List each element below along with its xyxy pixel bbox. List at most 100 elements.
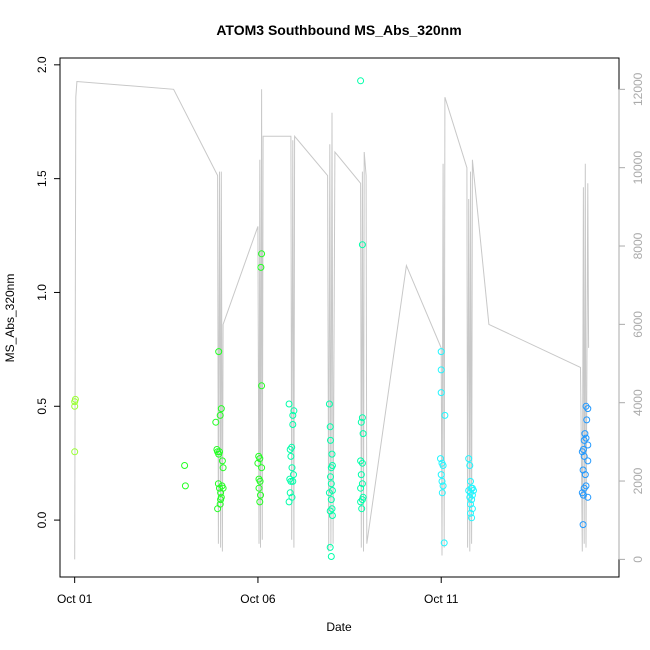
data-point bbox=[441, 411, 449, 419]
data-point bbox=[71, 395, 79, 403]
data-point bbox=[584, 457, 592, 465]
data-point bbox=[71, 402, 79, 410]
data-point bbox=[217, 405, 225, 413]
data-point bbox=[468, 505, 476, 513]
y2-tick-label: 0 bbox=[631, 556, 645, 563]
data-point bbox=[219, 464, 227, 472]
data-point bbox=[580, 452, 588, 460]
data-point bbox=[327, 473, 334, 481]
y2-tick-label: 2000 bbox=[631, 467, 645, 494]
data-point bbox=[214, 480, 222, 488]
data-point bbox=[290, 407, 298, 415]
data-point bbox=[181, 462, 189, 469]
data-point bbox=[358, 505, 366, 513]
data-point bbox=[582, 402, 590, 410]
data-point bbox=[287, 477, 295, 485]
points-layer bbox=[71, 77, 592, 560]
y-tick-label: 0.0 bbox=[35, 511, 49, 528]
data-point bbox=[466, 462, 474, 469]
data-point bbox=[439, 462, 447, 469]
data-point bbox=[257, 491, 264, 499]
data-point bbox=[466, 493, 474, 501]
data-point bbox=[467, 477, 474, 485]
data-point bbox=[290, 471, 297, 479]
y2-tick-label: 4000 bbox=[631, 389, 645, 416]
data-point bbox=[215, 348, 223, 356]
y-tick-label: 1.0 bbox=[35, 284, 49, 301]
data-point bbox=[465, 487, 473, 494]
data-point bbox=[258, 250, 266, 258]
data-point bbox=[286, 489, 294, 497]
data-point bbox=[358, 496, 366, 504]
data-point bbox=[328, 462, 336, 469]
data-point bbox=[257, 263, 265, 271]
data-point bbox=[289, 477, 297, 485]
y2-tick-label: 6000 bbox=[631, 311, 645, 338]
data-point bbox=[214, 505, 222, 513]
y-tick-label: 0.5 bbox=[35, 398, 49, 415]
bottom-axis: Oct 01 Oct 06 Oct 11 bbox=[57, 576, 459, 606]
data-point bbox=[467, 500, 474, 508]
data-point bbox=[288, 443, 296, 451]
data-point bbox=[582, 434, 590, 442]
altitude-line bbox=[74, 80, 590, 560]
data-point bbox=[580, 484, 588, 492]
altitude-layer bbox=[74, 80, 590, 560]
data-point bbox=[358, 241, 366, 249]
data-point bbox=[289, 411, 297, 419]
data-point bbox=[326, 543, 334, 551]
x-axis-label: Date bbox=[326, 620, 352, 634]
data-point bbox=[357, 498, 365, 506]
data-point bbox=[325, 400, 333, 408]
data-point bbox=[584, 441, 592, 449]
data-point bbox=[437, 471, 445, 479]
data-point bbox=[437, 455, 444, 463]
data-point bbox=[437, 389, 445, 397]
data-point bbox=[256, 498, 264, 506]
data-point bbox=[258, 382, 266, 390]
data-point bbox=[582, 482, 590, 490]
data-point bbox=[256, 455, 264, 463]
data-point bbox=[327, 553, 335, 560]
data-point bbox=[438, 489, 446, 497]
data-point bbox=[583, 416, 591, 424]
data-point bbox=[468, 514, 476, 522]
data-point bbox=[218, 457, 226, 465]
data-point bbox=[437, 366, 445, 374]
data-point bbox=[437, 348, 445, 356]
data-point bbox=[328, 512, 336, 519]
data-point bbox=[216, 500, 224, 508]
data-point bbox=[580, 436, 588, 444]
data-point bbox=[357, 418, 365, 426]
data-point bbox=[216, 411, 224, 419]
data-point bbox=[358, 414, 366, 422]
data-point bbox=[358, 459, 366, 467]
data-point bbox=[357, 484, 365, 492]
data-point bbox=[181, 482, 189, 490]
data-point bbox=[256, 477, 264, 485]
data-point bbox=[258, 464, 266, 472]
data-point bbox=[328, 450, 336, 458]
x-tick-label: Oct 06 bbox=[240, 592, 276, 606]
y2-tick-label: 12000 bbox=[631, 72, 645, 106]
data-point bbox=[285, 498, 293, 506]
y-axis-label: MS_Abs_320nm bbox=[3, 274, 17, 363]
chart-title: ATOM3 Southbound MS_Abs_320nm bbox=[216, 22, 461, 38]
data-point bbox=[581, 471, 589, 479]
data-point bbox=[579, 491, 587, 499]
plot-frame bbox=[59, 57, 620, 578]
data-point bbox=[212, 418, 220, 426]
data-point bbox=[215, 450, 223, 458]
data-point bbox=[578, 448, 586, 456]
data-point bbox=[359, 430, 367, 438]
x-tick-label: Oct 11 bbox=[424, 592, 459, 606]
data-point bbox=[440, 539, 448, 547]
y2-tick-label: 8000 bbox=[631, 232, 645, 259]
data-point bbox=[357, 471, 365, 479]
left-axis: 0.0 0.5 1.0 1.5 2.0 bbox=[35, 56, 61, 528]
data-point bbox=[358, 480, 366, 488]
data-point bbox=[325, 489, 333, 497]
data-point bbox=[438, 477, 446, 485]
data-point bbox=[579, 521, 587, 529]
